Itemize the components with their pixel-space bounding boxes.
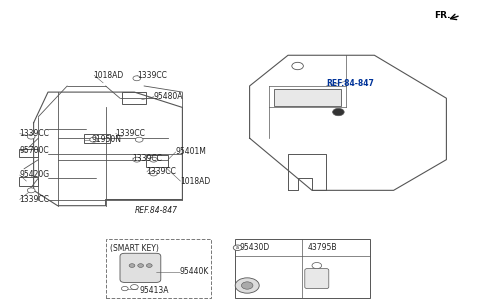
Circle shape xyxy=(90,137,97,142)
FancyBboxPatch shape xyxy=(120,253,161,282)
Text: (SMART KEY): (SMART KEY) xyxy=(110,244,159,253)
Bar xyxy=(122,92,146,104)
Circle shape xyxy=(150,171,157,176)
Text: 1018AD: 1018AD xyxy=(94,71,124,80)
Text: 95420G: 95420G xyxy=(19,170,49,180)
Circle shape xyxy=(27,134,35,139)
Text: 1018AD: 1018AD xyxy=(180,177,210,186)
Circle shape xyxy=(233,245,242,251)
Text: 1339CC: 1339CC xyxy=(115,129,145,138)
Bar xyxy=(19,149,38,157)
Text: 95700C: 95700C xyxy=(19,146,49,155)
Bar xyxy=(274,89,341,106)
Text: 95401M: 95401M xyxy=(175,147,206,157)
Circle shape xyxy=(27,188,35,193)
Circle shape xyxy=(133,157,141,162)
Circle shape xyxy=(241,282,253,289)
Circle shape xyxy=(312,262,322,269)
Text: 95480A: 95480A xyxy=(154,92,183,101)
Circle shape xyxy=(235,278,259,293)
Bar xyxy=(146,155,168,167)
Circle shape xyxy=(131,285,138,290)
Circle shape xyxy=(146,264,152,267)
Text: REF.84-847: REF.84-847 xyxy=(326,79,374,88)
Bar xyxy=(19,177,38,186)
Bar xyxy=(235,239,370,298)
Circle shape xyxy=(129,264,135,267)
Circle shape xyxy=(138,264,144,267)
Text: 1339CC: 1339CC xyxy=(146,167,176,177)
Circle shape xyxy=(292,62,303,70)
Text: FR.: FR. xyxy=(434,11,451,20)
Bar xyxy=(84,134,110,143)
Circle shape xyxy=(121,286,128,291)
Text: 1339CC: 1339CC xyxy=(137,71,167,80)
Circle shape xyxy=(135,137,143,142)
Text: 91950N: 91950N xyxy=(91,135,121,144)
Text: 95413A: 95413A xyxy=(139,286,168,295)
Text: 95430D: 95430D xyxy=(240,243,270,252)
FancyBboxPatch shape xyxy=(106,239,211,298)
Text: 43795B: 43795B xyxy=(307,243,336,252)
Text: 1339CC: 1339CC xyxy=(132,154,162,163)
Circle shape xyxy=(333,108,344,116)
Text: 95440K: 95440K xyxy=(180,267,209,276)
Text: 1339CC: 1339CC xyxy=(19,129,49,138)
Circle shape xyxy=(133,76,141,81)
FancyBboxPatch shape xyxy=(305,269,329,289)
Text: a: a xyxy=(236,245,239,250)
Circle shape xyxy=(150,157,157,162)
Text: REF.84-847: REF.84-847 xyxy=(134,206,178,216)
Text: 1339CC: 1339CC xyxy=(19,195,49,204)
